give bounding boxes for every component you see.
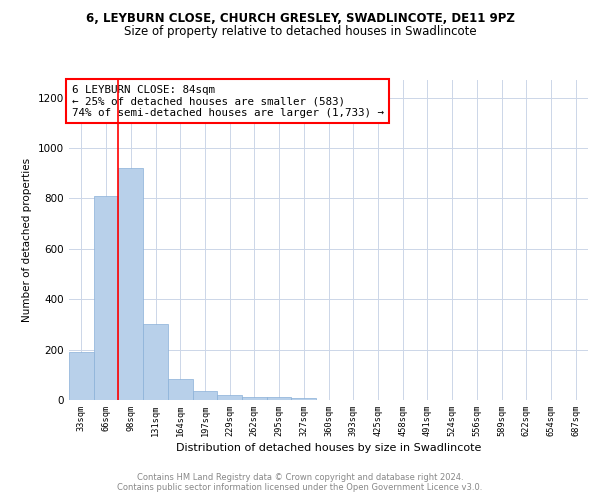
Bar [267,398,292,400]
Bar [217,395,242,400]
Bar [118,168,143,400]
Text: 6 LEYBURN CLOSE: 84sqm
← 25% of detached houses are smaller (583)
74% of semi-de: 6 LEYBURN CLOSE: 84sqm ← 25% of detached… [71,85,383,118]
Bar [69,352,94,400]
Bar [242,397,267,400]
Text: Contains HM Land Registry data © Crown copyright and database right 2024.
Contai: Contains HM Land Registry data © Crown c… [118,473,482,492]
Text: 6, LEYBURN CLOSE, CHURCH GRESLEY, SWADLINCOTE, DE11 9PZ: 6, LEYBURN CLOSE, CHURCH GRESLEY, SWADLI… [86,12,514,24]
Bar [193,391,217,400]
Text: Size of property relative to detached houses in Swadlincote: Size of property relative to detached ho… [124,25,476,38]
Bar [94,196,118,400]
Bar [292,398,316,400]
Y-axis label: Number of detached properties: Number of detached properties [22,158,32,322]
Bar [143,324,168,400]
Bar [168,378,193,400]
X-axis label: Distribution of detached houses by size in Swadlincote: Distribution of detached houses by size … [176,444,481,454]
